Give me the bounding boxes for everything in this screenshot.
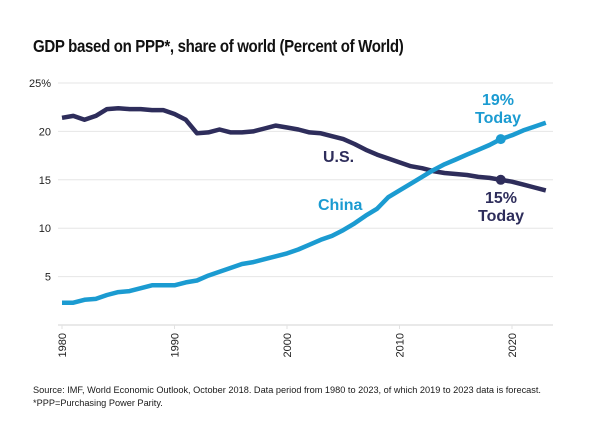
us-today-label: Today — [478, 208, 524, 225]
line-china — [62, 120, 547, 305]
y-tick-label: 15 — [39, 175, 51, 187]
ppp-footnote: *PPP=Purchasing Power Parity. — [33, 397, 163, 408]
chart-footer: Source: IMF, World Economic Outlook, Oct… — [33, 384, 541, 409]
y-tick-label: 25% — [29, 78, 51, 90]
y-tick-label: 20 — [39, 126, 51, 138]
china-today-label: Today — [475, 110, 521, 127]
x-tick-label: 1990 — [170, 333, 182, 357]
source-note: Source: IMF, World Economic Outlook, Oct… — [33, 385, 541, 395]
y-axis-ticks: 5 10 15 20 25% — [29, 78, 51, 284]
china-series-label: China — [318, 197, 363, 214]
x-tick-label: 2000 — [282, 333, 294, 357]
us-today-value: 15% — [485, 190, 517, 207]
x-tick-label: 1980 — [57, 333, 69, 357]
chart-title: GDP based on PPP*, share of world (Perce… — [33, 36, 404, 56]
today-markers — [495, 134, 506, 185]
x-axis-ticks: 1980 1990 2000 2010 2020 — [57, 333, 519, 357]
china-today-value: 19% — [482, 92, 514, 109]
us-series-label: U.S. — [323, 149, 354, 166]
series-lines — [61, 105, 547, 305]
x-tick-label: 2010 — [395, 333, 407, 357]
y-tick-label: 5 — [45, 272, 51, 284]
us-today-marker — [495, 174, 506, 185]
line-us — [61, 105, 547, 193]
x-tick-label: 2020 — [507, 333, 519, 357]
china-today-marker — [495, 134, 506, 145]
y-tick-label: 10 — [39, 223, 51, 235]
